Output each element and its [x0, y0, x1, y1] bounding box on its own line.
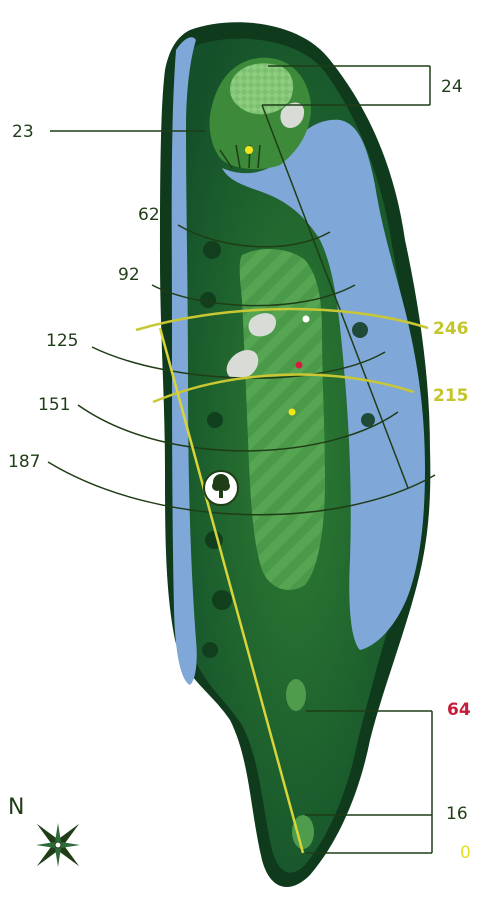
carry-arcs [135, 307, 429, 404]
yardage-lines [47, 65, 436, 854]
putting-green [229, 63, 294, 115]
tee-box-front [286, 679, 306, 711]
tee-line [158, 327, 305, 854]
pin-marker-green [245, 146, 253, 154]
distance-label-23: 23 [12, 122, 34, 142]
fairway-bunker-lower [226, 349, 259, 380]
tee-box-back [292, 815, 314, 849]
fairway-bunker-upper [248, 313, 276, 337]
pin-marker-yellow [288, 408, 296, 416]
carry-label-215: 215 [433, 386, 469, 406]
right-lake [222, 119, 425, 651]
pin-marker-red [295, 361, 303, 369]
compass-icon [36, 823, 80, 867]
tee-distance-64: 64 [447, 700, 471, 720]
compass-north-label: N [8, 795, 25, 820]
carry-label-246: 246 [433, 319, 469, 339]
green-depth-label: 24 [441, 77, 463, 97]
distance-label-187: 187 [8, 452, 41, 472]
tree-icon [203, 470, 239, 506]
distance-label-151: 151 [38, 395, 71, 415]
tee-distance-16: 16 [446, 804, 468, 824]
distance-label-62: 62 [138, 205, 160, 225]
left-water [171, 37, 197, 686]
pin-marker-white [302, 315, 310, 323]
tee-distance-0: 0 [460, 843, 471, 863]
distance-label-125: 125 [46, 331, 79, 351]
green-bunker [280, 102, 305, 128]
distance-label-92: 92 [118, 265, 140, 285]
